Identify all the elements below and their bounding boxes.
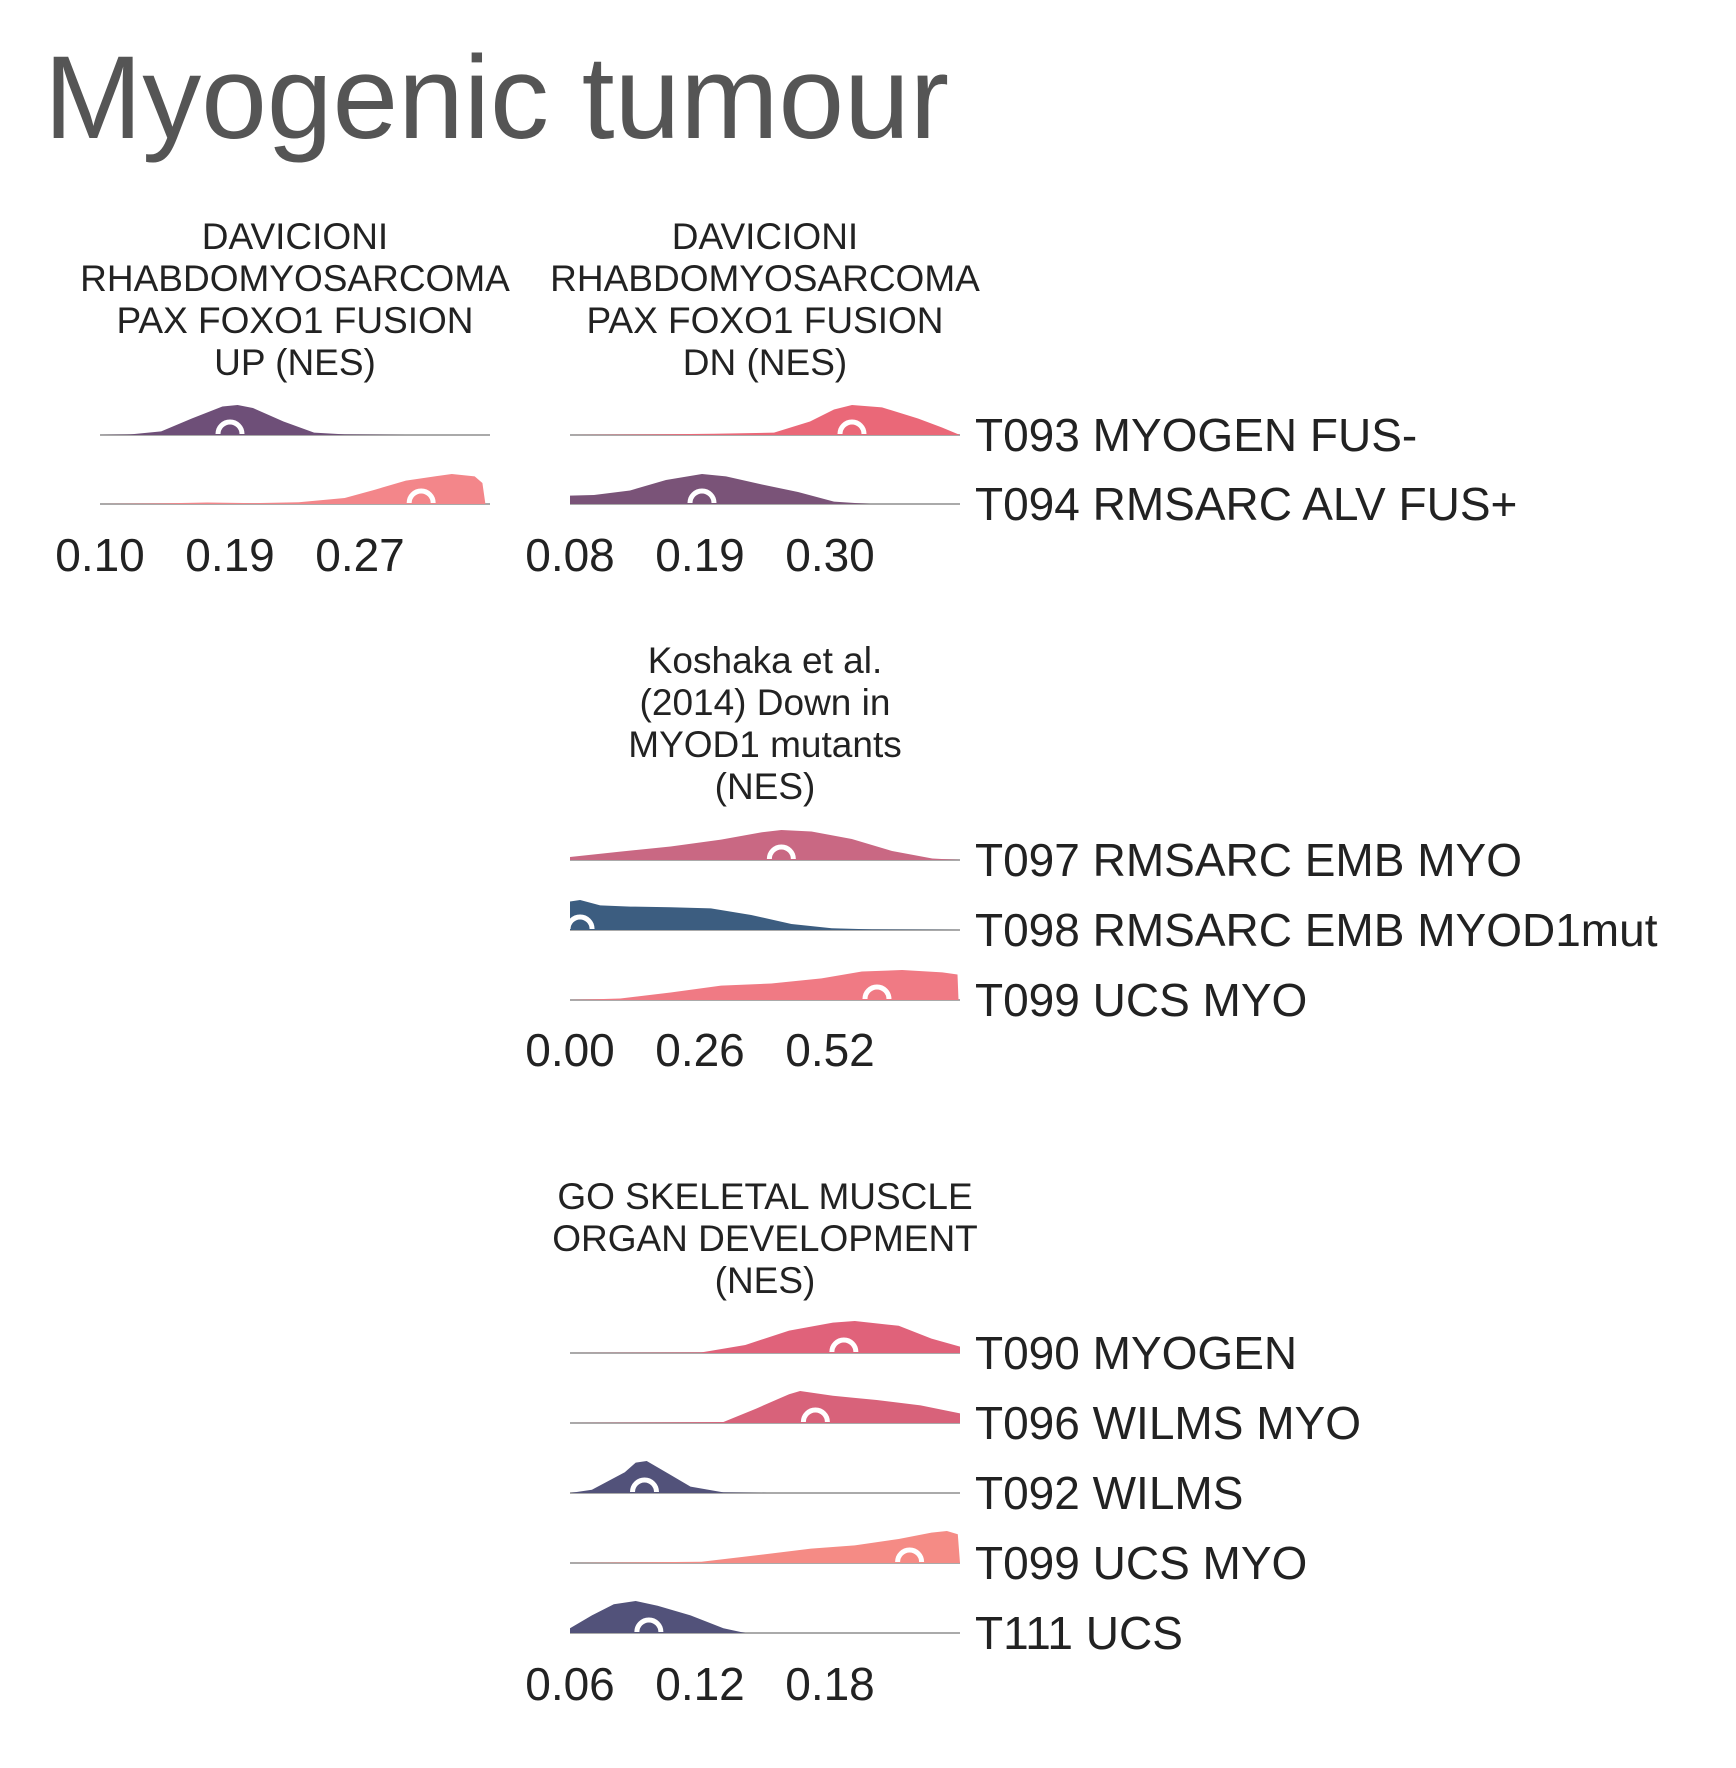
median-marker — [634, 1617, 664, 1633]
panel-1: DAVICIONI RHABDOMYOSARCOMA PAX FOXO1 FUSIO… — [55, 216, 510, 581]
x-tick-label: 0.18 — [785, 1658, 875, 1710]
density-ridge — [570, 970, 959, 1000]
panel-title-line: PAX FOXO1 FUSION — [116, 300, 473, 341]
ridge-row: T090 MYOGEN — [570, 1321, 1297, 1379]
ridge-row: T099 UCS MYO — [570, 970, 1307, 1026]
panel-title-line: RHABDOMYOSARCOMA — [550, 258, 980, 299]
ridge-row: T093 MYOGEN FUS- — [570, 405, 1417, 461]
density-ridge — [570, 1531, 960, 1563]
median-marker — [565, 914, 595, 930]
ridge-row — [100, 474, 490, 505]
median-marker — [895, 1547, 925, 1563]
panel-4: GO SKELETAL MUSCLE ORGAN DEVELOPMENT (NES)… — [525, 1176, 1361, 1710]
density-ridge — [570, 474, 960, 504]
ridge-row: T099 UCS MYO — [570, 1531, 1307, 1589]
median-marker — [766, 844, 796, 860]
x-tick-label: 0.19 — [185, 529, 275, 581]
panel-title: GO SKELETAL MUSCLE ORGAN DEVELOPMENT (NES) — [552, 1176, 978, 1301]
panel-title-line: DAVICIONI — [202, 216, 388, 257]
density-ridge — [100, 405, 490, 435]
row-label: T092 WILMS — [975, 1467, 1243, 1519]
ridge-row: T092 WILMS — [570, 1461, 1243, 1519]
panel-title-line: (NES) — [715, 766, 816, 807]
panel-title-line: RHABDOMYOSARCOMA — [80, 258, 510, 299]
ridge-row — [100, 405, 490, 436]
row-label: T098 RMSARC EMB MYOD1mut — [975, 904, 1658, 956]
x-tick-label: 0.12 — [655, 1658, 745, 1710]
panel-title-line: UP (NES) — [214, 342, 376, 383]
panel-2: DAVICIONI RHABDOMYOSARCOMA PAX FOXO1 FUSIO… — [525, 216, 1517, 581]
panel-title: DAVICIONI RHABDOMYOSARCOMA PAX FOXO1 FUSIO… — [80, 216, 510, 383]
panel-title: Koshaka et al. (2014) Down in MYOD1 mutant… — [628, 640, 901, 807]
row-label: T097 RMSARC EMB MYO — [975, 834, 1522, 886]
median-marker — [862, 984, 892, 1000]
x-tick-label: 0.19 — [655, 529, 745, 581]
panel-3: Koshaka et al. (2014) Down in MYOD1 mutant… — [525, 640, 1657, 1076]
density-ridge — [570, 1391, 960, 1423]
median-marker — [837, 419, 867, 435]
density-ridge — [570, 405, 960, 435]
median-marker — [800, 1407, 830, 1423]
panel-title: DAVICIONI RHABDOMYOSARCOMA PAX FOXO1 FUSIO… — [550, 216, 980, 383]
x-tick-label: 0.26 — [655, 1024, 745, 1076]
panel-title-line: (2014) Down in — [640, 682, 891, 723]
ridge-row: T111 UCS — [570, 1601, 1183, 1659]
row-label: T094 RMSARC ALV FUS+ — [975, 478, 1517, 530]
density-ridge — [570, 830, 960, 860]
panel-title-line: Koshaka et al. — [648, 640, 882, 681]
ridge-row: T096 WILMS MYO — [570, 1391, 1361, 1449]
panel-title-line: (NES) — [715, 1260, 816, 1301]
panel-title-line: ORGAN DEVELOPMENT — [552, 1218, 978, 1259]
ridge-row: T097 RMSARC EMB MYO — [570, 830, 1522, 886]
density-ridge — [570, 1321, 960, 1353]
panel-title-line: DAVICIONI — [672, 216, 858, 257]
median-marker — [215, 419, 245, 435]
figure-title: Myogenic tumour — [44, 32, 950, 164]
density-ridge — [570, 1601, 960, 1633]
panel-title-line: GO SKELETAL MUSCLE — [557, 1176, 972, 1217]
x-tick-label: 0.06 — [525, 1658, 615, 1710]
row-label: T099 UCS MYO — [975, 1537, 1307, 1589]
median-marker — [829, 1337, 859, 1353]
x-tick-label: 0.30 — [785, 529, 875, 581]
row-label: T096 WILMS MYO — [975, 1397, 1361, 1449]
x-tick-label: 0.10 — [55, 529, 145, 581]
x-tick-label: 0.00 — [525, 1024, 615, 1076]
x-tick-label: 0.52 — [785, 1024, 875, 1076]
panel-title-line: MYOD1 mutants — [628, 724, 901, 765]
row-label: T093 MYOGEN FUS- — [975, 409, 1417, 461]
x-tick-label: 0.27 — [315, 529, 405, 581]
x-tick-label: 0.08 — [525, 529, 615, 581]
density-ridge — [100, 474, 486, 504]
row-label: T090 MYOGEN — [975, 1327, 1297, 1379]
density-ridge — [570, 900, 960, 930]
median-marker — [629, 1477, 659, 1493]
row-label: T111 UCS — [975, 1607, 1183, 1659]
ridge-row: T094 RMSARC ALV FUS+ — [570, 474, 1517, 530]
panel-title-line: DN (NES) — [683, 342, 847, 383]
density-ridge — [570, 1461, 960, 1493]
median-marker — [687, 488, 717, 504]
ridge-row: T098 RMSARC EMB MYOD1mut — [565, 900, 1658, 956]
panel-title-line: PAX FOXO1 FUSION — [586, 300, 943, 341]
row-label: T099 UCS MYO — [975, 974, 1307, 1026]
median-marker — [406, 488, 436, 504]
